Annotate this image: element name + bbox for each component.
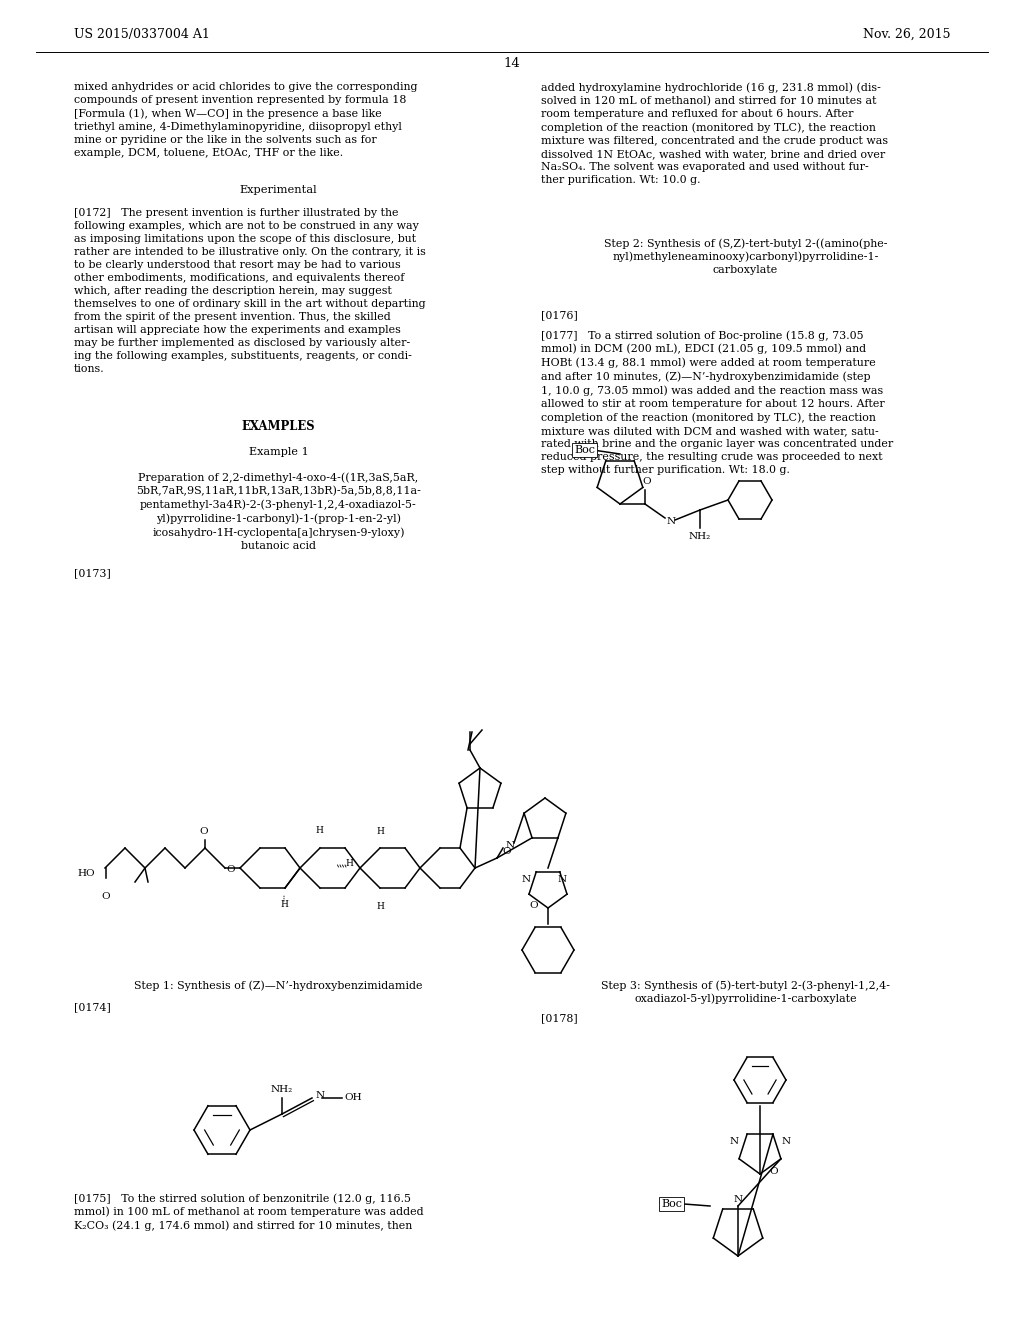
Text: H: H bbox=[345, 859, 353, 869]
Text: NH₂: NH₂ bbox=[689, 532, 711, 541]
Text: N: N bbox=[506, 841, 515, 850]
Text: [0172]   The present invention is further illustrated by the
following examples,: [0172] The present invention is further … bbox=[74, 209, 426, 375]
Text: H: H bbox=[315, 826, 323, 836]
Text: O: O bbox=[200, 828, 208, 836]
Text: O: O bbox=[529, 902, 539, 911]
Text: H: H bbox=[376, 902, 384, 911]
Text: N: N bbox=[557, 875, 566, 884]
Text: Example 1: Example 1 bbox=[249, 447, 308, 457]
Text: Boc: Boc bbox=[574, 445, 595, 455]
Text: [0176]: [0176] bbox=[541, 310, 578, 319]
Text: N: N bbox=[521, 875, 530, 884]
Text: Step 3: Synthesis of (5)-tert-butyl 2-(3-phenyl-1,2,4-
oxadiazol-5-yl)pyrrolidin: Step 3: Synthesis of (5)-tert-butyl 2-(3… bbox=[601, 979, 890, 1005]
Text: Nov. 26, 2015: Nov. 26, 2015 bbox=[863, 28, 950, 41]
Text: [0177]   To a stirred solution of Boc-proline (15.8 g, 73.05
mmol) in DCM (200 m: [0177] To a stirred solution of Boc-prol… bbox=[541, 330, 893, 475]
Text: Preparation of 2,2-dimethyl-4-oxo-4-((1R,3aS,5aR,
5bR,7aR,9S,11aR,11bR,13aR,13bR: Preparation of 2,2-dimethyl-4-oxo-4-((1R… bbox=[136, 473, 421, 550]
Text: O: O bbox=[101, 892, 111, 902]
Text: OH: OH bbox=[344, 1093, 361, 1102]
Text: O: O bbox=[643, 477, 651, 486]
Text: [0175]   To the stirred solution of benzonitrile (12.0 g, 116.5
mmol) in 100 mL : [0175] To the stirred solution of benzon… bbox=[74, 1193, 423, 1232]
Text: N: N bbox=[667, 517, 676, 527]
Text: H: H bbox=[376, 828, 384, 836]
Text: O: O bbox=[502, 847, 511, 857]
Text: N: N bbox=[733, 1196, 742, 1204]
Text: N: N bbox=[781, 1138, 791, 1147]
Text: Step 1: Synthesis of (Z)—N’-hydroxybenzimidamide: Step 1: Synthesis of (Z)—N’-hydroxybenzi… bbox=[134, 979, 423, 990]
Text: O: O bbox=[226, 865, 234, 874]
Text: N: N bbox=[729, 1138, 738, 1147]
Text: US 2015/0337004 A1: US 2015/0337004 A1 bbox=[74, 28, 210, 41]
Text: mixed anhydrides or acid chlorides to give the corresponding
compounds of presen: mixed anhydrides or acid chlorides to gi… bbox=[74, 82, 417, 158]
Text: EXAMPLES: EXAMPLES bbox=[242, 420, 315, 433]
Text: NH₂: NH₂ bbox=[271, 1085, 293, 1094]
Text: Step 2: Synthesis of (S,Z)-tert-butyl 2-((amino(phe-
nyl)methyleneaminooxy)carbo: Step 2: Synthesis of (S,Z)-tert-butyl 2-… bbox=[604, 238, 887, 276]
Text: [0178]: [0178] bbox=[541, 1012, 578, 1023]
Text: added hydroxylamine hydrochloride (16 g, 231.8 mmol) (dis-
solved in 120 mL of m: added hydroxylamine hydrochloride (16 g,… bbox=[541, 82, 888, 185]
Text: Experimental: Experimental bbox=[240, 185, 317, 195]
Text: N: N bbox=[316, 1092, 326, 1101]
Text: [0173]: [0173] bbox=[74, 568, 111, 578]
Text: [0174]: [0174] bbox=[74, 1002, 111, 1012]
Text: 14: 14 bbox=[504, 57, 520, 70]
Text: Boc: Boc bbox=[662, 1199, 682, 1209]
Text: O: O bbox=[770, 1167, 778, 1176]
Text: H: H bbox=[280, 900, 288, 909]
Text: HO: HO bbox=[78, 870, 95, 879]
